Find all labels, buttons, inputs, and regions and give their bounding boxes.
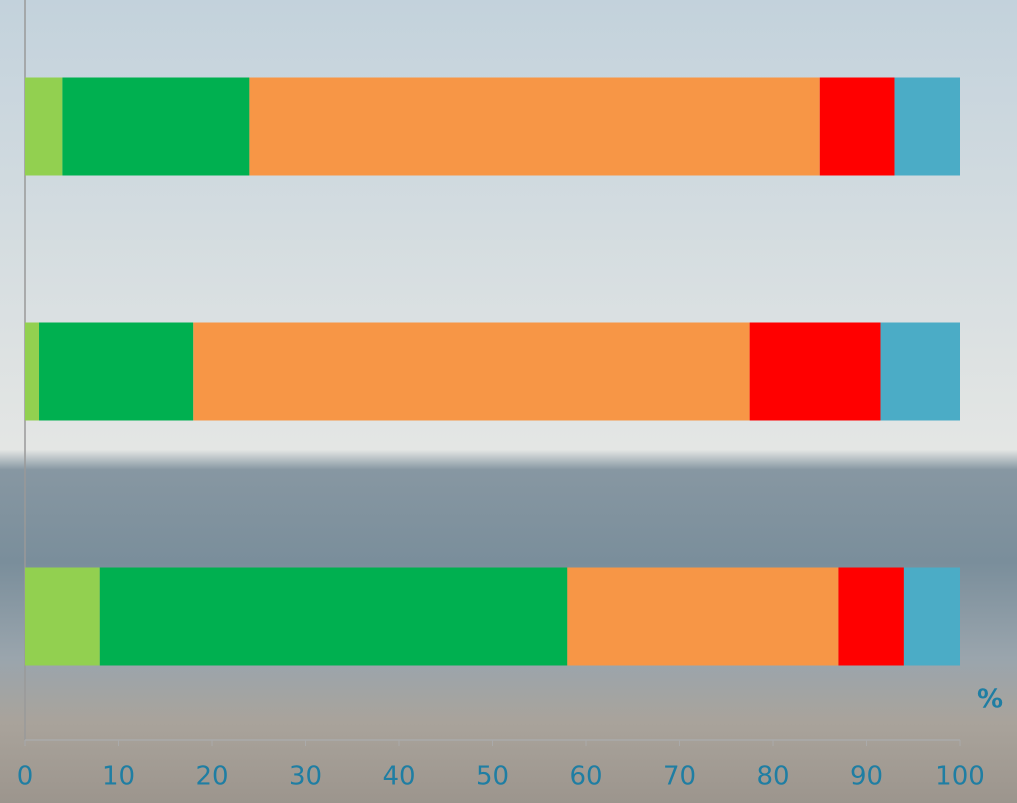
x-tick-label: 80 xyxy=(756,762,789,792)
bar-segment xyxy=(193,322,750,421)
x-tick-label: 100 xyxy=(935,762,985,792)
x-tick-label: 60 xyxy=(569,762,602,792)
x-tick-label: 40 xyxy=(382,762,415,792)
bar-segment xyxy=(903,567,960,666)
x-tick-label: 90 xyxy=(850,762,883,792)
bar-segment xyxy=(567,567,839,666)
bar-segment xyxy=(249,77,820,176)
x-tick-label: 70 xyxy=(663,762,696,792)
bar-segment xyxy=(838,567,904,666)
bar-segment xyxy=(25,322,40,421)
bar-segment xyxy=(99,567,568,666)
bar-segment xyxy=(25,77,63,176)
x-tick-label: 30 xyxy=(289,762,322,792)
bar-segment xyxy=(39,322,194,421)
bar-segment xyxy=(894,77,960,176)
x-axis-label: % xyxy=(977,685,1003,715)
x-tick-label: 20 xyxy=(195,762,228,792)
bar-segment xyxy=(880,322,960,421)
bar-segment xyxy=(819,77,895,176)
x-tick-label: 10 xyxy=(102,762,135,792)
bar-segment xyxy=(25,567,100,666)
bar-segment xyxy=(62,77,250,176)
x-tick-label: 50 xyxy=(476,762,509,792)
x-tick-label: 0 xyxy=(17,762,34,792)
bar-segment xyxy=(749,322,881,421)
